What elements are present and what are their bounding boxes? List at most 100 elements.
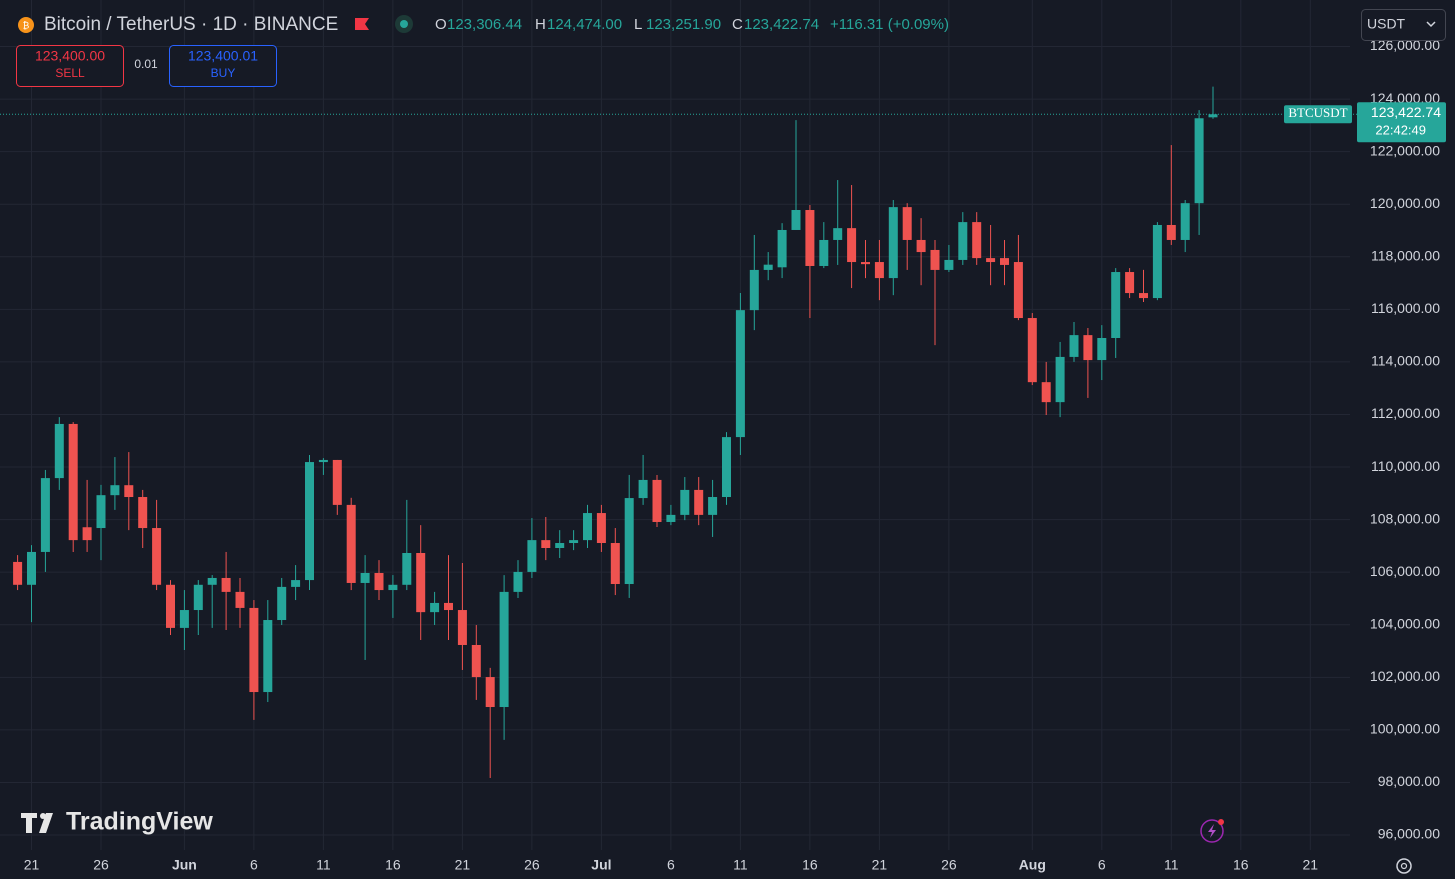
y-tick-label: 104,000.00	[1370, 615, 1440, 631]
dropdown-chevron	[1426, 21, 1436, 28]
y-tick-label: 110,000.00	[1371, 458, 1440, 474]
candle-body	[930, 249, 940, 270]
candle-body	[916, 239, 926, 253]
candle-body	[1139, 293, 1148, 299]
flag-icon[interactable]	[355, 18, 369, 30]
candle-body	[485, 677, 495, 708]
candle-body	[68, 423, 78, 541]
buy-button[interactable]	[169, 45, 277, 87]
candle-body	[1152, 224, 1162, 299]
x-tick-label: 16	[1233, 857, 1249, 873]
candle-body	[541, 540, 551, 549]
candle-body	[124, 485, 134, 498]
candle-body	[513, 571, 523, 592]
candle-body	[1013, 262, 1023, 319]
y-tick-label: 96,000.00	[1378, 826, 1440, 842]
candle-body	[40, 478, 50, 552]
candle-body	[861, 262, 870, 265]
candle-body	[13, 561, 23, 585]
x-tick-label: 16	[802, 857, 818, 873]
candle-body	[277, 586, 287, 621]
candle-body	[749, 269, 759, 311]
candle-body	[1111, 272, 1121, 339]
candle-body	[499, 591, 509, 708]
buy-price: 123,400.01	[188, 48, 258, 64]
y-tick-label: 102,000.00	[1370, 668, 1440, 684]
candle-body	[1055, 356, 1065, 403]
candle-body	[1208, 114, 1218, 118]
price-tag: 123,422.74	[1371, 104, 1441, 120]
candle-body	[263, 620, 273, 693]
y-tick-label: 118,000.00	[1371, 247, 1440, 263]
candle-body	[666, 514, 676, 522]
candle-body	[1097, 338, 1107, 361]
x-tick-label: 11	[733, 857, 748, 873]
candle-body	[652, 479, 662, 522]
candle-body	[388, 584, 398, 591]
x-tick-label: 21	[872, 857, 888, 873]
y-tick-label: 98,000.00	[1378, 773, 1440, 789]
candle-body	[346, 504, 356, 583]
candle-body	[291, 580, 301, 587]
alert-icon[interactable]	[1200, 819, 1224, 843]
candle-body	[555, 543, 565, 549]
candle-body	[318, 459, 328, 463]
candle-body	[360, 572, 370, 583]
buy-label: BUY	[211, 66, 236, 80]
ohlc-value: 123,422.74	[744, 16, 819, 33]
candle-body	[902, 207, 912, 240]
countdown: 22:42:49	[1375, 123, 1426, 138]
sell-price: 123,400.00	[35, 48, 105, 64]
x-tick-label: 6	[667, 857, 675, 873]
x-tick-label: 26	[941, 857, 957, 873]
candle-body	[610, 543, 620, 585]
ohlc-value: 124,474.00	[547, 16, 622, 33]
x-tick-label: 21	[24, 857, 40, 873]
x-tick-label: 21	[1303, 857, 1319, 873]
coin-icon-glyph: ₿	[23, 20, 30, 30]
candle-body	[763, 264, 773, 270]
ohlc-value: 123,306.44	[447, 16, 522, 33]
symbol-tag: BTCUSDT	[1288, 105, 1347, 120]
x-tick-label: 16	[385, 857, 401, 873]
candle-body	[82, 527, 92, 541]
y-tick-label: 116,000.00	[1371, 300, 1440, 316]
candle-body	[138, 497, 148, 529]
candle-body	[27, 551, 36, 585]
candle-body	[569, 540, 579, 544]
symbol-title[interactable]: Bitcoin / TetherUS · 1D · BINANCE	[44, 14, 338, 35]
candle-body	[1180, 203, 1190, 240]
candle-body	[1083, 335, 1093, 361]
candle-body	[888, 207, 898, 279]
x-tick-label: 6	[250, 857, 258, 873]
candle-body	[374, 572, 384, 591]
logo-text[interactable]: TradingView	[66, 808, 213, 836]
y-tick-label: 114,000.00	[1371, 353, 1440, 369]
x-tick-label: 21	[455, 857, 471, 873]
candle-body	[471, 644, 481, 678]
candle-body	[1000, 258, 1009, 265]
candle-body	[986, 258, 996, 263]
currency-label: USDT	[1367, 16, 1406, 32]
y-tick-label: 124,000.00	[1370, 90, 1440, 106]
settings-icon-center	[1400, 862, 1408, 870]
candle-body	[680, 489, 690, 515]
candle-body	[457, 610, 467, 645]
x-tick-label: Aug	[1019, 857, 1046, 873]
y-tick-label: 100,000.00	[1370, 721, 1440, 737]
y-tick-label: 108,000.00	[1370, 510, 1440, 526]
candle-body	[596, 513, 606, 544]
x-tick-label: 26	[93, 857, 109, 873]
candle-body	[638, 479, 648, 499]
y-tick-label: 112,000.00	[1371, 405, 1440, 421]
settings-icon[interactable]	[1396, 858, 1412, 874]
currency-dropdown[interactable]	[1361, 9, 1446, 41]
candle-body	[777, 229, 787, 268]
sell-button[interactable]	[16, 45, 124, 87]
candle-body	[221, 577, 231, 592]
candle-body	[819, 239, 829, 266]
candle-body	[193, 584, 203, 611]
candle-body	[249, 607, 259, 693]
spread: 0.01	[134, 57, 158, 71]
candle-body	[207, 577, 217, 585]
